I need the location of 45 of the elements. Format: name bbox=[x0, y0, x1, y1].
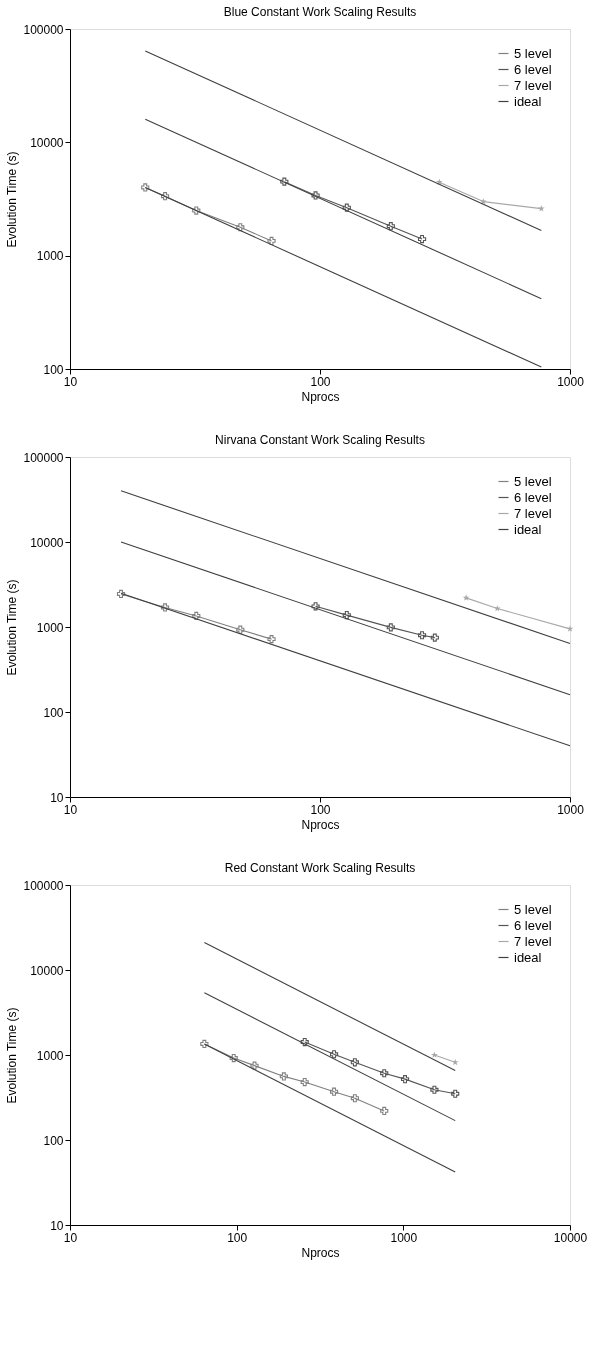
y-axis-title: Evolution Time (s) bbox=[5, 1007, 20, 1104]
y-tick-label: 1000 bbox=[36, 620, 64, 635]
legend-label: ideal bbox=[514, 949, 542, 965]
y-tick-label: 100000 bbox=[23, 22, 64, 37]
x-axis-title: Nprocs bbox=[301, 389, 340, 404]
y-tick-label: 100000 bbox=[23, 878, 64, 893]
legend-label: 6 level bbox=[514, 489, 552, 505]
y-tick-label: 100 bbox=[43, 1133, 64, 1148]
legend-label: 7 level bbox=[514, 77, 552, 93]
y-tick-label: 100 bbox=[43, 705, 64, 720]
y-tick-label: 100 bbox=[43, 362, 64, 377]
x-axis-title: Nprocs bbox=[301, 817, 340, 832]
y-tick-label: 10000 bbox=[30, 535, 64, 550]
legend-label: 5 level bbox=[514, 901, 552, 917]
x-tick-label: 100 bbox=[310, 802, 331, 817]
y-axis-title: Evolution Time (s) bbox=[5, 151, 20, 248]
x-tick-label: 100 bbox=[227, 1230, 248, 1245]
x-tick-label: 10000 bbox=[553, 1230, 588, 1245]
chart-title: Red Constant Work Scaling Results bbox=[224, 861, 416, 875]
legend-label: 7 level bbox=[514, 505, 552, 521]
x-tick-label: 10 bbox=[63, 802, 78, 817]
legend-label: 7 level bbox=[514, 933, 552, 949]
y-tick-label: 100000 bbox=[23, 450, 64, 465]
chart-title: Blue Constant Work Scaling Results bbox=[223, 5, 417, 19]
x-tick-label: 10 bbox=[63, 374, 78, 389]
y-tick-label: 1000 bbox=[36, 249, 64, 264]
x-tick-label: 10 bbox=[63, 1230, 78, 1245]
x-tick-label: 1000 bbox=[390, 1230, 418, 1245]
x-tick-label: 1000 bbox=[557, 802, 585, 817]
y-tick-label: 10000 bbox=[30, 963, 64, 978]
legend-label: 6 level bbox=[514, 61, 552, 77]
x-tick-label: 100 bbox=[310, 374, 331, 389]
y-tick-label: 10 bbox=[50, 1218, 64, 1233]
x-axis-title: Nprocs bbox=[301, 1245, 340, 1260]
x-tick-label: 1000 bbox=[557, 374, 585, 389]
legend-label: ideal bbox=[514, 93, 542, 109]
legend-label: ideal bbox=[514, 521, 542, 537]
y-tick-label: 10000 bbox=[30, 135, 64, 150]
legend-label: 5 level bbox=[514, 45, 552, 61]
y-tick-label: 1000 bbox=[36, 1048, 64, 1063]
legend-label: 6 level bbox=[514, 917, 552, 933]
chart-title: Nirvana Constant Work Scaling Results bbox=[215, 433, 425, 447]
y-tick-label: 10 bbox=[50, 790, 64, 805]
y-axis-title: Evolution Time (s) bbox=[5, 579, 20, 676]
legend-label: 5 level bbox=[514, 473, 552, 489]
